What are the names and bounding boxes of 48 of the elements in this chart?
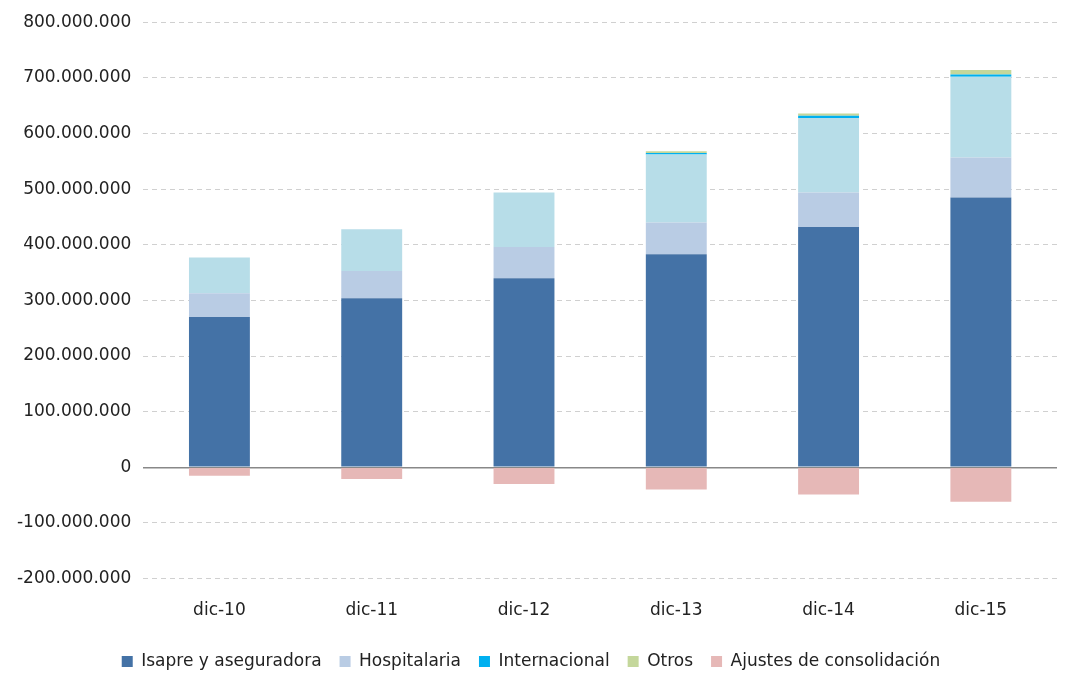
legend-label: Internacional (498, 649, 610, 670)
y-tick-label: 0 (120, 455, 132, 476)
x-tick-label: dic-11 (345, 599, 399, 620)
bar (798, 192, 860, 227)
y-tick-label: 800.000.000 (23, 10, 132, 31)
bar (950, 70, 1012, 75)
y-tick-label: 400.000.000 (23, 233, 132, 254)
y-tick-label: 500.000.000 (23, 177, 132, 198)
legend-label: Otros (647, 649, 694, 670)
bar (798, 117, 860, 193)
y-tick-label: 600.000.000 (23, 121, 132, 142)
y-tick-label: 100.000.000 (23, 400, 132, 421)
bar (188, 257, 250, 294)
bar (341, 270, 403, 299)
x-tick-label: dic-14 (802, 599, 855, 620)
bar (950, 76, 1012, 158)
bar (798, 468, 860, 495)
bar (188, 293, 250, 318)
y-tick-label: 200.000.000 (23, 344, 132, 365)
bar (950, 157, 1012, 198)
y-tick-label: 700.000.000 (23, 66, 132, 87)
bar (645, 222, 707, 255)
bar (645, 154, 707, 223)
legend-label: Ajustes de consolidación (730, 649, 941, 670)
x-tick-label: dic-10 (193, 599, 246, 620)
bar (341, 468, 403, 479)
bar (493, 468, 555, 485)
bar (950, 468, 1012, 502)
bar (645, 254, 707, 467)
bar (950, 74, 1012, 77)
bar (645, 468, 707, 490)
x-tick-label: dic-13 (649, 599, 703, 620)
legend-label: Isapre y aseguradora (141, 649, 322, 670)
y-tick-label: 300.000.000 (23, 288, 132, 309)
bar (950, 197, 1012, 467)
x-tick-label: dic-12 (497, 599, 551, 620)
bar (493, 192, 555, 247)
y-tick-label: -100.000.000 (16, 511, 132, 532)
bar (341, 229, 403, 271)
bar (493, 246, 555, 279)
bar (798, 226, 860, 467)
x-tick-label: dic-15 (954, 599, 1008, 620)
y-tick-label: -200.000.000 (16, 567, 132, 588)
bar (188, 468, 250, 476)
bar (493, 278, 555, 467)
bar (188, 317, 250, 467)
legend-label: Hospitalaria (359, 649, 461, 670)
bar (341, 298, 403, 467)
